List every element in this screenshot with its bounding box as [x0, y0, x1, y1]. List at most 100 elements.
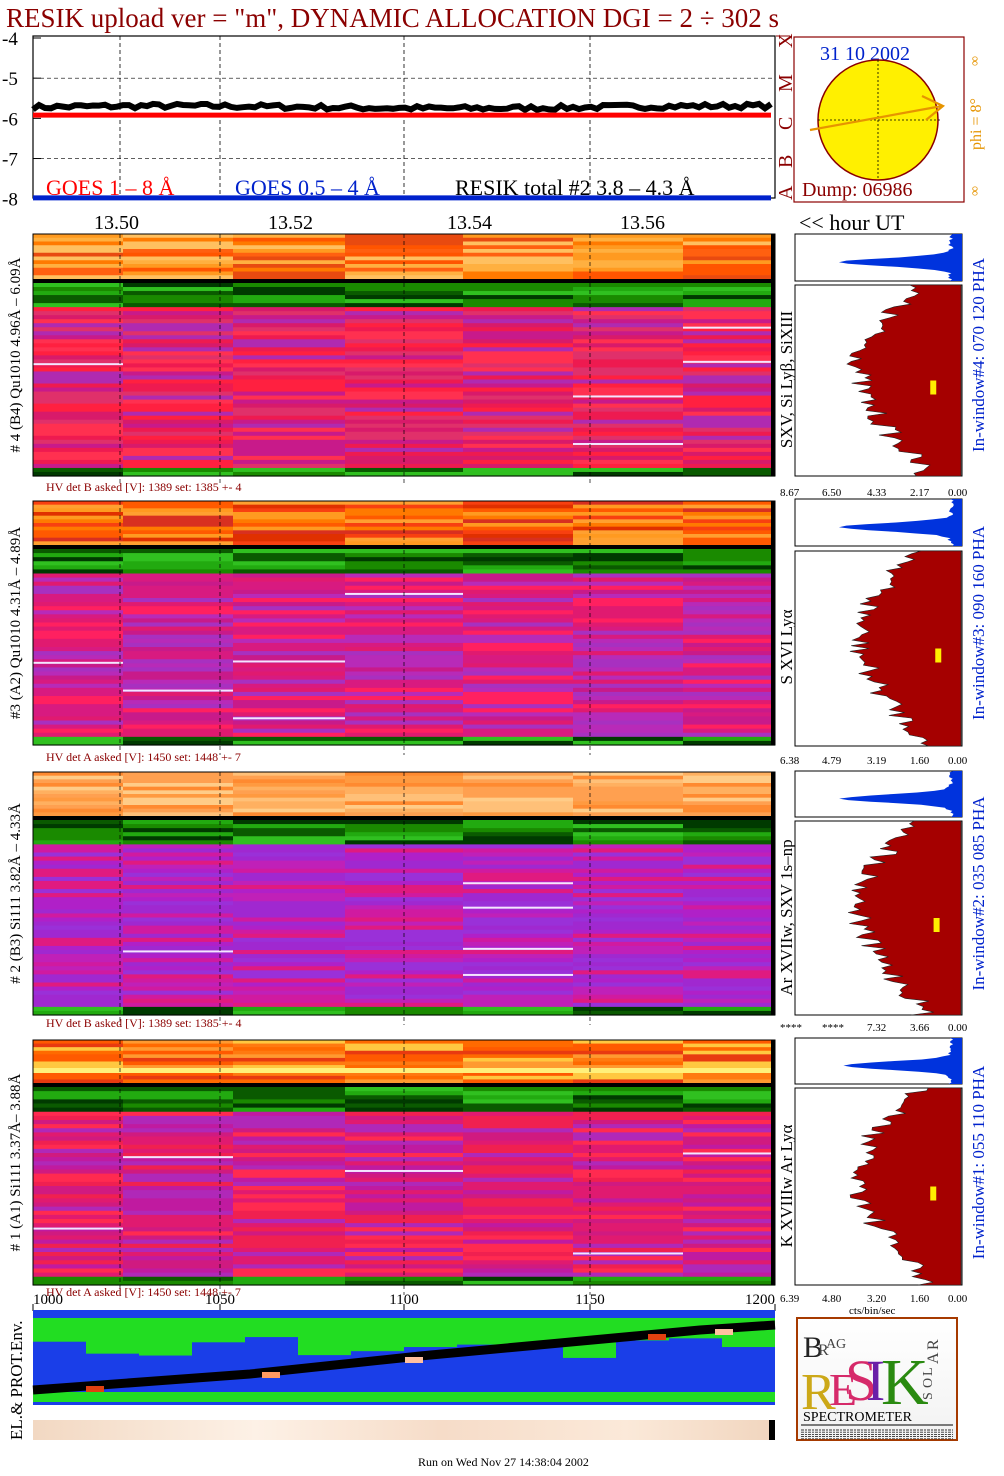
heat-cell-bottom [683, 1120, 775, 1125]
heat-cell-bottom [123, 679, 233, 685]
heat-cell-bottom [233, 994, 345, 1000]
heat-cell-bottom [123, 1268, 233, 1274]
heat-cell-top [33, 519, 123, 524]
heat-cell-bottom [683, 1243, 775, 1249]
heat-cell-bottom [33, 986, 123, 992]
heat-cell-bottom [573, 1136, 683, 1142]
heat-cell-bottom [123, 1144, 233, 1150]
pha-scale-label: 8.67 [780, 487, 800, 499]
heat-cell-top [123, 1047, 233, 1052]
heat-cell-bottom [573, 626, 683, 632]
heat-cell-bottom [573, 663, 683, 669]
heat-cell-bottom [683, 463, 775, 469]
heat-cell-top [33, 245, 123, 250]
heat-cell-bottom [345, 880, 463, 886]
heat-cell-bottom [463, 941, 573, 947]
heat-cell-top [683, 252, 775, 258]
heat-cell-bottom [33, 667, 123, 673]
heat-cell-bottom [683, 945, 775, 951]
heat-cell-bottom [463, 712, 573, 718]
heat-cell-top [33, 260, 123, 265]
heat-cell-bottom [345, 740, 463, 746]
heat-cell-bottom [123, 732, 233, 738]
heat-right-edge [771, 234, 775, 476]
heat-cell-top [573, 786, 683, 791]
heat-cell-bottom [683, 696, 775, 701]
heat-cell-bottom [573, 561, 683, 566]
heat-cell-bottom [463, 295, 573, 300]
heat-cell-top [683, 1040, 775, 1045]
heat-cell-bottom [573, 569, 683, 575]
heat-cell-bottom [683, 1153, 775, 1158]
heat-cell-bottom [33, 565, 123, 571]
heat-cell-bottom [233, 602, 345, 607]
heat-cell-bottom [683, 1223, 775, 1228]
heat-cell-bottom [463, 557, 573, 562]
heat-cell-bottom [33, 1227, 123, 1232]
heat-cell-top [463, 237, 573, 243]
heat-cell-bottom [233, 287, 345, 292]
heat-cell-bottom [233, 651, 345, 656]
heat-cell-bottom [573, 598, 683, 603]
heat-cell-bottom [233, 1124, 345, 1129]
heat-cell-bottom [33, 1132, 123, 1138]
heat-cell-bottom [683, 1206, 775, 1212]
heat-cell-bottom [463, 419, 573, 425]
heat-cell-bottom [573, 459, 683, 465]
heat-cell-top [233, 1054, 345, 1059]
heat-cell-bottom [683, 836, 775, 841]
heat-cell-bottom [683, 379, 775, 385]
heat-cell-bottom [683, 1252, 775, 1257]
heat-cell-bottom [573, 704, 683, 709]
heat-cell-top [573, 1043, 683, 1048]
heat-cell-top [573, 808, 683, 813]
heat-cell-bottom [123, 1276, 233, 1282]
heat-cell-bottom [573, 577, 683, 583]
pha-scale-label: 7.32 [867, 1022, 886, 1034]
heat-cell-bottom [573, 1157, 683, 1162]
heat-cell-bottom [123, 974, 233, 980]
heat-cell-bottom [123, 844, 233, 850]
heat-cell-bottom [123, 383, 233, 389]
heat-cell-bottom [573, 351, 683, 356]
heat-cell-bottom [683, 343, 775, 348]
heat-cell-bottom [33, 395, 123, 401]
heat-cell-bottom [573, 836, 683, 841]
heat-cell-bottom [573, 901, 683, 906]
heat-cell-bottom [233, 610, 345, 615]
heat-cell-bottom [463, 1177, 573, 1183]
heat-cell-bottom [33, 283, 123, 288]
heat-cell-bottom [463, 371, 573, 377]
heat-cell-bottom [683, 1239, 775, 1245]
heat-cell-bottom [463, 1165, 573, 1171]
heat-cell-bottom [123, 447, 233, 453]
heat-cell-bottom [33, 343, 123, 348]
heat-cell-bottom [463, 447, 573, 453]
heat-cell-bottom [345, 1091, 463, 1096]
heat-cell-bottom [573, 1276, 683, 1282]
heat-cell-top [33, 252, 123, 258]
heat-cell-bottom [463, 1136, 573, 1142]
heat-cell-bottom [345, 958, 463, 963]
heat-cell-top [123, 779, 233, 784]
heat-cell-bottom [233, 614, 345, 620]
heat-cell-bottom [345, 411, 463, 417]
heat-cell-bottom [683, 880, 775, 886]
heat-cell-bottom [33, 1260, 123, 1265]
heat-cell-bottom [123, 602, 233, 607]
heat-cell-bottom [233, 876, 345, 882]
heat-cell-bottom [33, 459, 123, 465]
heat-cell-bottom [33, 291, 123, 296]
heat-cell-top [233, 812, 345, 817]
heat-cell-bottom [123, 1161, 233, 1166]
heat-cell-bottom [123, 868, 233, 874]
heat-cell-bottom [33, 1087, 123, 1092]
heat-cell-bottom [683, 724, 775, 730]
heat-cell-top [345, 775, 463, 780]
heat-cell-top [233, 245, 345, 250]
pha-scale-label: 0.00 [948, 1022, 968, 1034]
heat-cell-bottom [573, 691, 683, 697]
heat-cell-top [345, 237, 463, 243]
heat-cell-bottom [683, 335, 775, 340]
heat-cell-bottom [233, 1194, 345, 1199]
